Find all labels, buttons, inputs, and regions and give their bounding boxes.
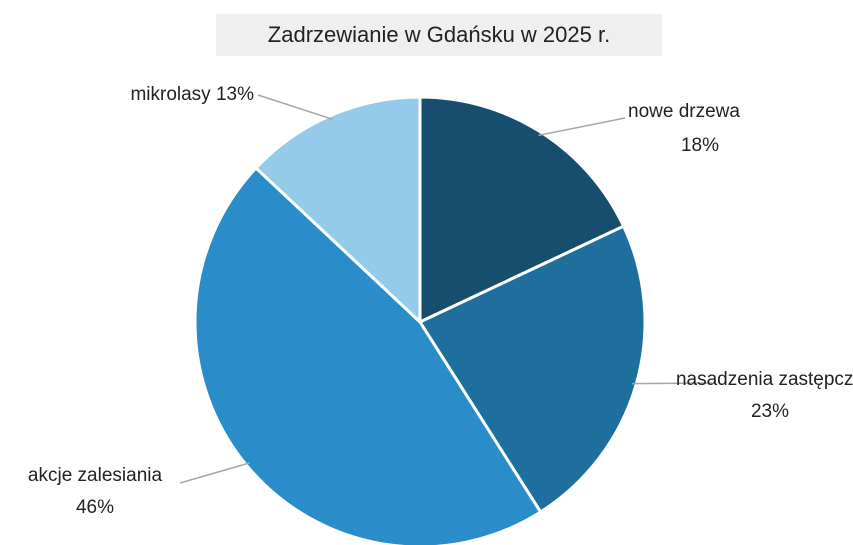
- pie-slice: [418, 95, 626, 325]
- value-label: 18%: [681, 135, 719, 156]
- leader-line: [538, 117, 626, 137]
- pie-slice: [417, 224, 647, 515]
- category-label: nowe drzewa: [628, 101, 740, 122]
- slice-label: mikrolasy 13%: [130, 84, 254, 105]
- category-label: nasadzenia zastępcze: [676, 369, 853, 390]
- leader-line: [179, 462, 250, 484]
- leader-line: [257, 94, 333, 120]
- value-label: 23%: [751, 401, 789, 422]
- category-label: akcje zalesiania: [28, 465, 163, 486]
- category-label: mikrolasy: [130, 84, 211, 105]
- value-label: 46%: [76, 497, 114, 518]
- pie-slice: [193, 165, 543, 545]
- pie-slice: [253, 95, 422, 326]
- title-box: [216, 14, 662, 56]
- chart-title: Zadrzewianie w Gdańsku w 2025 r.: [268, 22, 610, 47]
- value-label: 13%: [216, 84, 254, 105]
- leader-line: [632, 382, 713, 385]
